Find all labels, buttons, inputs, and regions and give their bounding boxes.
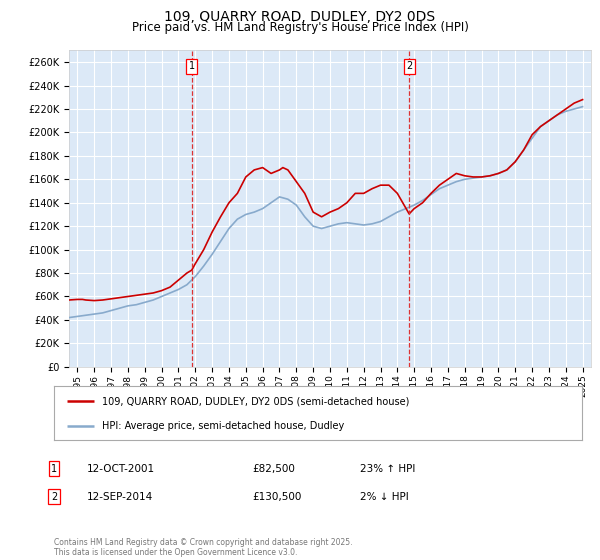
Text: 12-OCT-2001: 12-OCT-2001 — [87, 464, 155, 474]
Text: 1: 1 — [51, 464, 57, 474]
Text: 12-SEP-2014: 12-SEP-2014 — [87, 492, 153, 502]
Text: 109, QUARRY ROAD, DUDLEY, DY2 0DS: 109, QUARRY ROAD, DUDLEY, DY2 0DS — [164, 10, 436, 24]
Text: Contains HM Land Registry data © Crown copyright and database right 2025.
This d: Contains HM Land Registry data © Crown c… — [54, 538, 353, 557]
Text: £82,500: £82,500 — [252, 464, 295, 474]
Text: HPI: Average price, semi-detached house, Dudley: HPI: Average price, semi-detached house,… — [101, 421, 344, 431]
Text: 1: 1 — [188, 62, 195, 72]
Text: Price paid vs. HM Land Registry's House Price Index (HPI): Price paid vs. HM Land Registry's House … — [131, 21, 469, 34]
Text: 109, QUARRY ROAD, DUDLEY, DY2 0DS (semi-detached house): 109, QUARRY ROAD, DUDLEY, DY2 0DS (semi-… — [101, 396, 409, 407]
Text: 23% ↑ HPI: 23% ↑ HPI — [360, 464, 415, 474]
Text: 2: 2 — [406, 62, 412, 72]
Text: £130,500: £130,500 — [252, 492, 301, 502]
Text: 2% ↓ HPI: 2% ↓ HPI — [360, 492, 409, 502]
Text: 2: 2 — [51, 492, 57, 502]
